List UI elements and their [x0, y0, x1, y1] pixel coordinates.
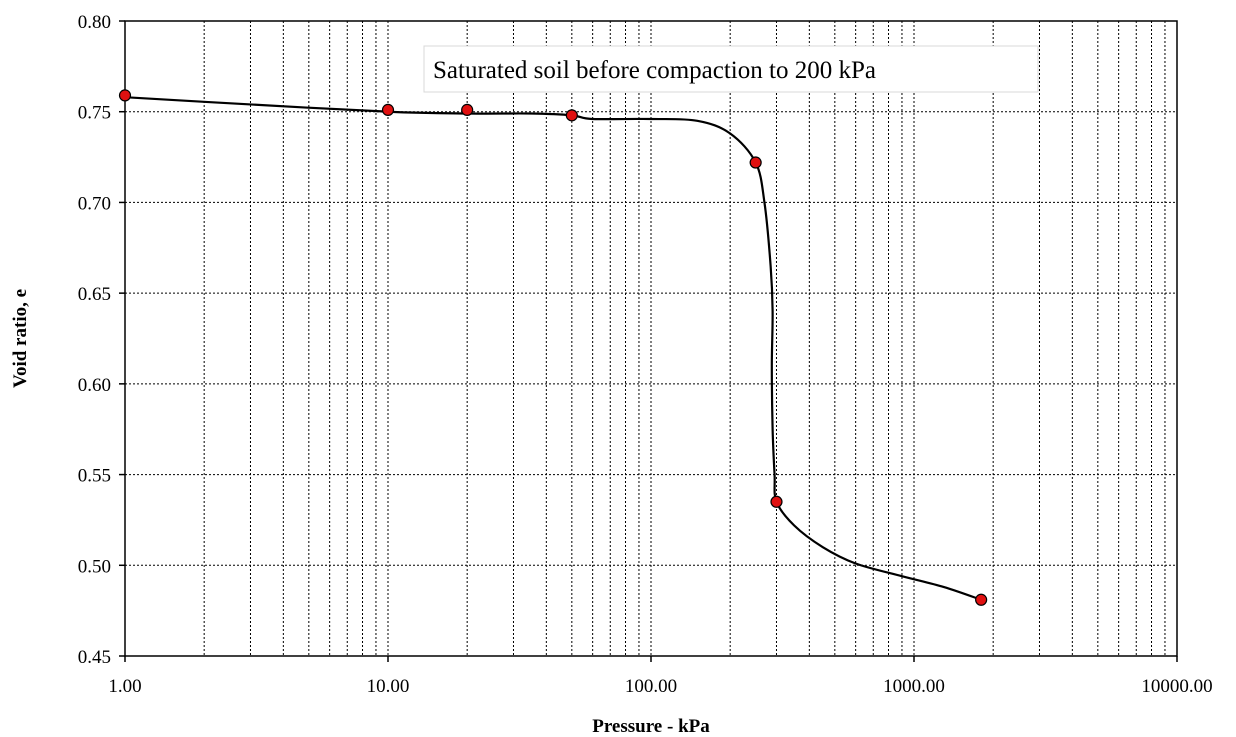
y-axis-ticks: 0.45 0.50 0.55 0.60 0.65 0.70 0.75 0.80 [78, 12, 125, 668]
data-point [565, 109, 578, 122]
data-point [461, 103, 474, 117]
grid [125, 21, 1177, 656]
x-tick-label: 10000.00 [1141, 676, 1212, 697]
data-point [770, 495, 783, 508]
x-tick-label: 100.00 [625, 676, 677, 697]
y-tick-label: 0.45 [78, 647, 111, 668]
y-tick-label: 0.70 [78, 193, 111, 214]
y-axis-title: Void ratio, e [10, 289, 31, 388]
x-tick-label: 1000.00 [883, 676, 945, 697]
y-tick-label: 0.75 [78, 103, 111, 124]
x-axis-ticks: 1.00 10.00 100.00 1000.00 10000.00 [108, 656, 1213, 697]
annotation-label: Saturated soil before compaction to 200 … [433, 57, 876, 84]
y-tick-label: 0.55 [78, 466, 111, 487]
y-tick-label: 0.65 [78, 284, 111, 305]
annotation-background [423, 45, 1039, 93]
data-point [975, 593, 988, 606]
series [118, 89, 988, 606]
y-tick-label: 0.50 [78, 556, 111, 577]
data-point [381, 103, 395, 117]
y-tick-label: 0.60 [78, 375, 111, 396]
x-axis-title: Pressure - kPa [592, 716, 710, 737]
x-tick-label: 1.00 [108, 676, 141, 697]
data-point [749, 156, 762, 169]
y-tick-label: 0.80 [78, 12, 111, 33]
annotation-box: Saturated soil before compaction to 200 … [423, 45, 1039, 93]
data-point [118, 89, 132, 102]
x-tick-label: 10.00 [367, 676, 410, 697]
series-line [124, 96, 982, 601]
